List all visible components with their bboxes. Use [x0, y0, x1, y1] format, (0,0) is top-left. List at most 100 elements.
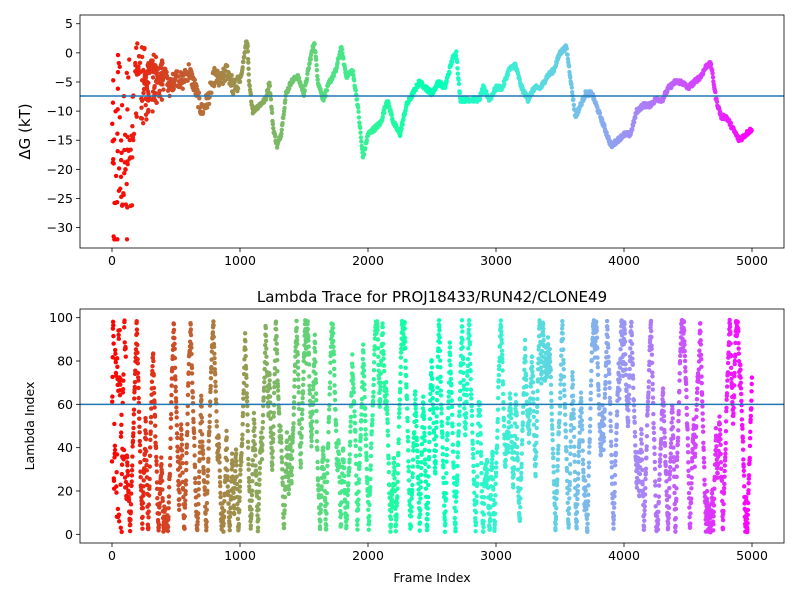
- lambda-point: [431, 410, 436, 416]
- lambda-point: [513, 392, 518, 397]
- lambda-point: [564, 468, 570, 473]
- lambda-point: [642, 518, 647, 523]
- lambda-point: [353, 461, 359, 467]
- lambda-point: [500, 391, 506, 397]
- lambda-point: [112, 443, 118, 449]
- lambda-point: [608, 428, 614, 434]
- lambda-point: [596, 393, 601, 398]
- lambda-point: [650, 387, 656, 392]
- lambda-point: [117, 327, 122, 333]
- lambda-point: [423, 461, 428, 467]
- lambda-point: [674, 454, 680, 460]
- lambda-point: [117, 392, 123, 398]
- lambda-point: [155, 496, 160, 501]
- lambda-point: [557, 418, 562, 424]
- lambda-point: [443, 491, 449, 496]
- lambda-point: [478, 441, 483, 446]
- lambda-point: [579, 423, 585, 428]
- lambda-point: [664, 489, 669, 494]
- lambda-point: [583, 478, 588, 483]
- lambda-point: [327, 392, 332, 397]
- lambda-point: [540, 349, 545, 354]
- lambda-point: [568, 439, 573, 444]
- lambda-point: [173, 384, 178, 390]
- dg-point: [304, 76, 310, 82]
- lambda-point: [464, 387, 470, 392]
- lambda-point: [588, 397, 593, 402]
- lambda-point: [656, 483, 662, 488]
- dg-point: [125, 107, 130, 112]
- lambda-point: [454, 489, 459, 495]
- lambda-point: [614, 409, 620, 414]
- lambda-point: [531, 422, 537, 427]
- lambda-point: [214, 409, 219, 414]
- lambda-point: [530, 390, 536, 395]
- lambda-point: [452, 515, 458, 521]
- lambda-point: [252, 447, 258, 453]
- dg-point: [242, 54, 247, 60]
- lambda-point: [493, 474, 499, 479]
- lambda-point: [639, 441, 644, 446]
- lambda-point: [174, 415, 179, 420]
- dg-point: [152, 97, 157, 103]
- lambda-point: [642, 508, 647, 513]
- lambda-point: [501, 400, 506, 405]
- lambda-point: [227, 514, 233, 519]
- lambda-point: [237, 489, 242, 494]
- lambda-point: [388, 522, 394, 527]
- lambda-point: [564, 456, 569, 462]
- lambda-point: [646, 390, 651, 395]
- lambda-point: [467, 322, 472, 328]
- dg-xtick-label: 4000: [608, 253, 640, 268]
- lambda-point: [589, 357, 594, 363]
- lambda-point: [642, 504, 647, 509]
- dg-point: [241, 59, 246, 65]
- lambda-point: [394, 512, 399, 517]
- lambda-point: [651, 430, 657, 436]
- lambda-point: [485, 467, 490, 473]
- lambda-point: [352, 413, 357, 419]
- lambda-point: [268, 410, 273, 415]
- lambda-point: [462, 406, 467, 411]
- lambda-point: [331, 359, 337, 364]
- lambda-point: [664, 479, 669, 484]
- dg-point: [340, 50, 345, 56]
- lambda-point: [159, 461, 164, 467]
- lambda-point: [159, 471, 165, 476]
- lambda-point: [453, 508, 459, 514]
- lambda-point: [196, 501, 201, 507]
- lambda-point: [575, 483, 581, 488]
- lambda-point: [193, 480, 198, 486]
- lambda-point: [498, 318, 504, 323]
- lambda-point: [144, 458, 149, 463]
- lambda-point: [174, 405, 179, 410]
- lambda-point: [427, 416, 433, 422]
- lambda-point: [602, 416, 607, 421]
- lambda-point: [257, 482, 262, 487]
- lambda-point: [467, 351, 473, 357]
- lambda-point: [336, 451, 342, 457]
- dg-point: [631, 120, 637, 125]
- lambda-point: [533, 461, 539, 467]
- lambda-point: [188, 332, 194, 338]
- lambda-point: [454, 477, 460, 482]
- lambda-point: [449, 412, 455, 418]
- lambda-point: [561, 374, 567, 379]
- lambda-point: [307, 374, 312, 379]
- lambda-point: [241, 396, 246, 401]
- lambda-point: [638, 437, 644, 442]
- lambda-point: [656, 494, 662, 499]
- lambda-point: [282, 521, 287, 527]
- lambda-point: [437, 335, 442, 340]
- lambda-point: [642, 492, 648, 497]
- lambda-point: [173, 377, 178, 382]
- lambda-point: [153, 445, 159, 451]
- lambda-point: [643, 466, 649, 471]
- lambda-point: [485, 459, 490, 465]
- dg-point: [186, 62, 191, 67]
- lambda-point: [159, 455, 164, 460]
- lambda-point: [189, 365, 195, 371]
- dg-point: [245, 43, 250, 49]
- lambda-point: [455, 463, 460, 469]
- lambda-point: [112, 421, 117, 427]
